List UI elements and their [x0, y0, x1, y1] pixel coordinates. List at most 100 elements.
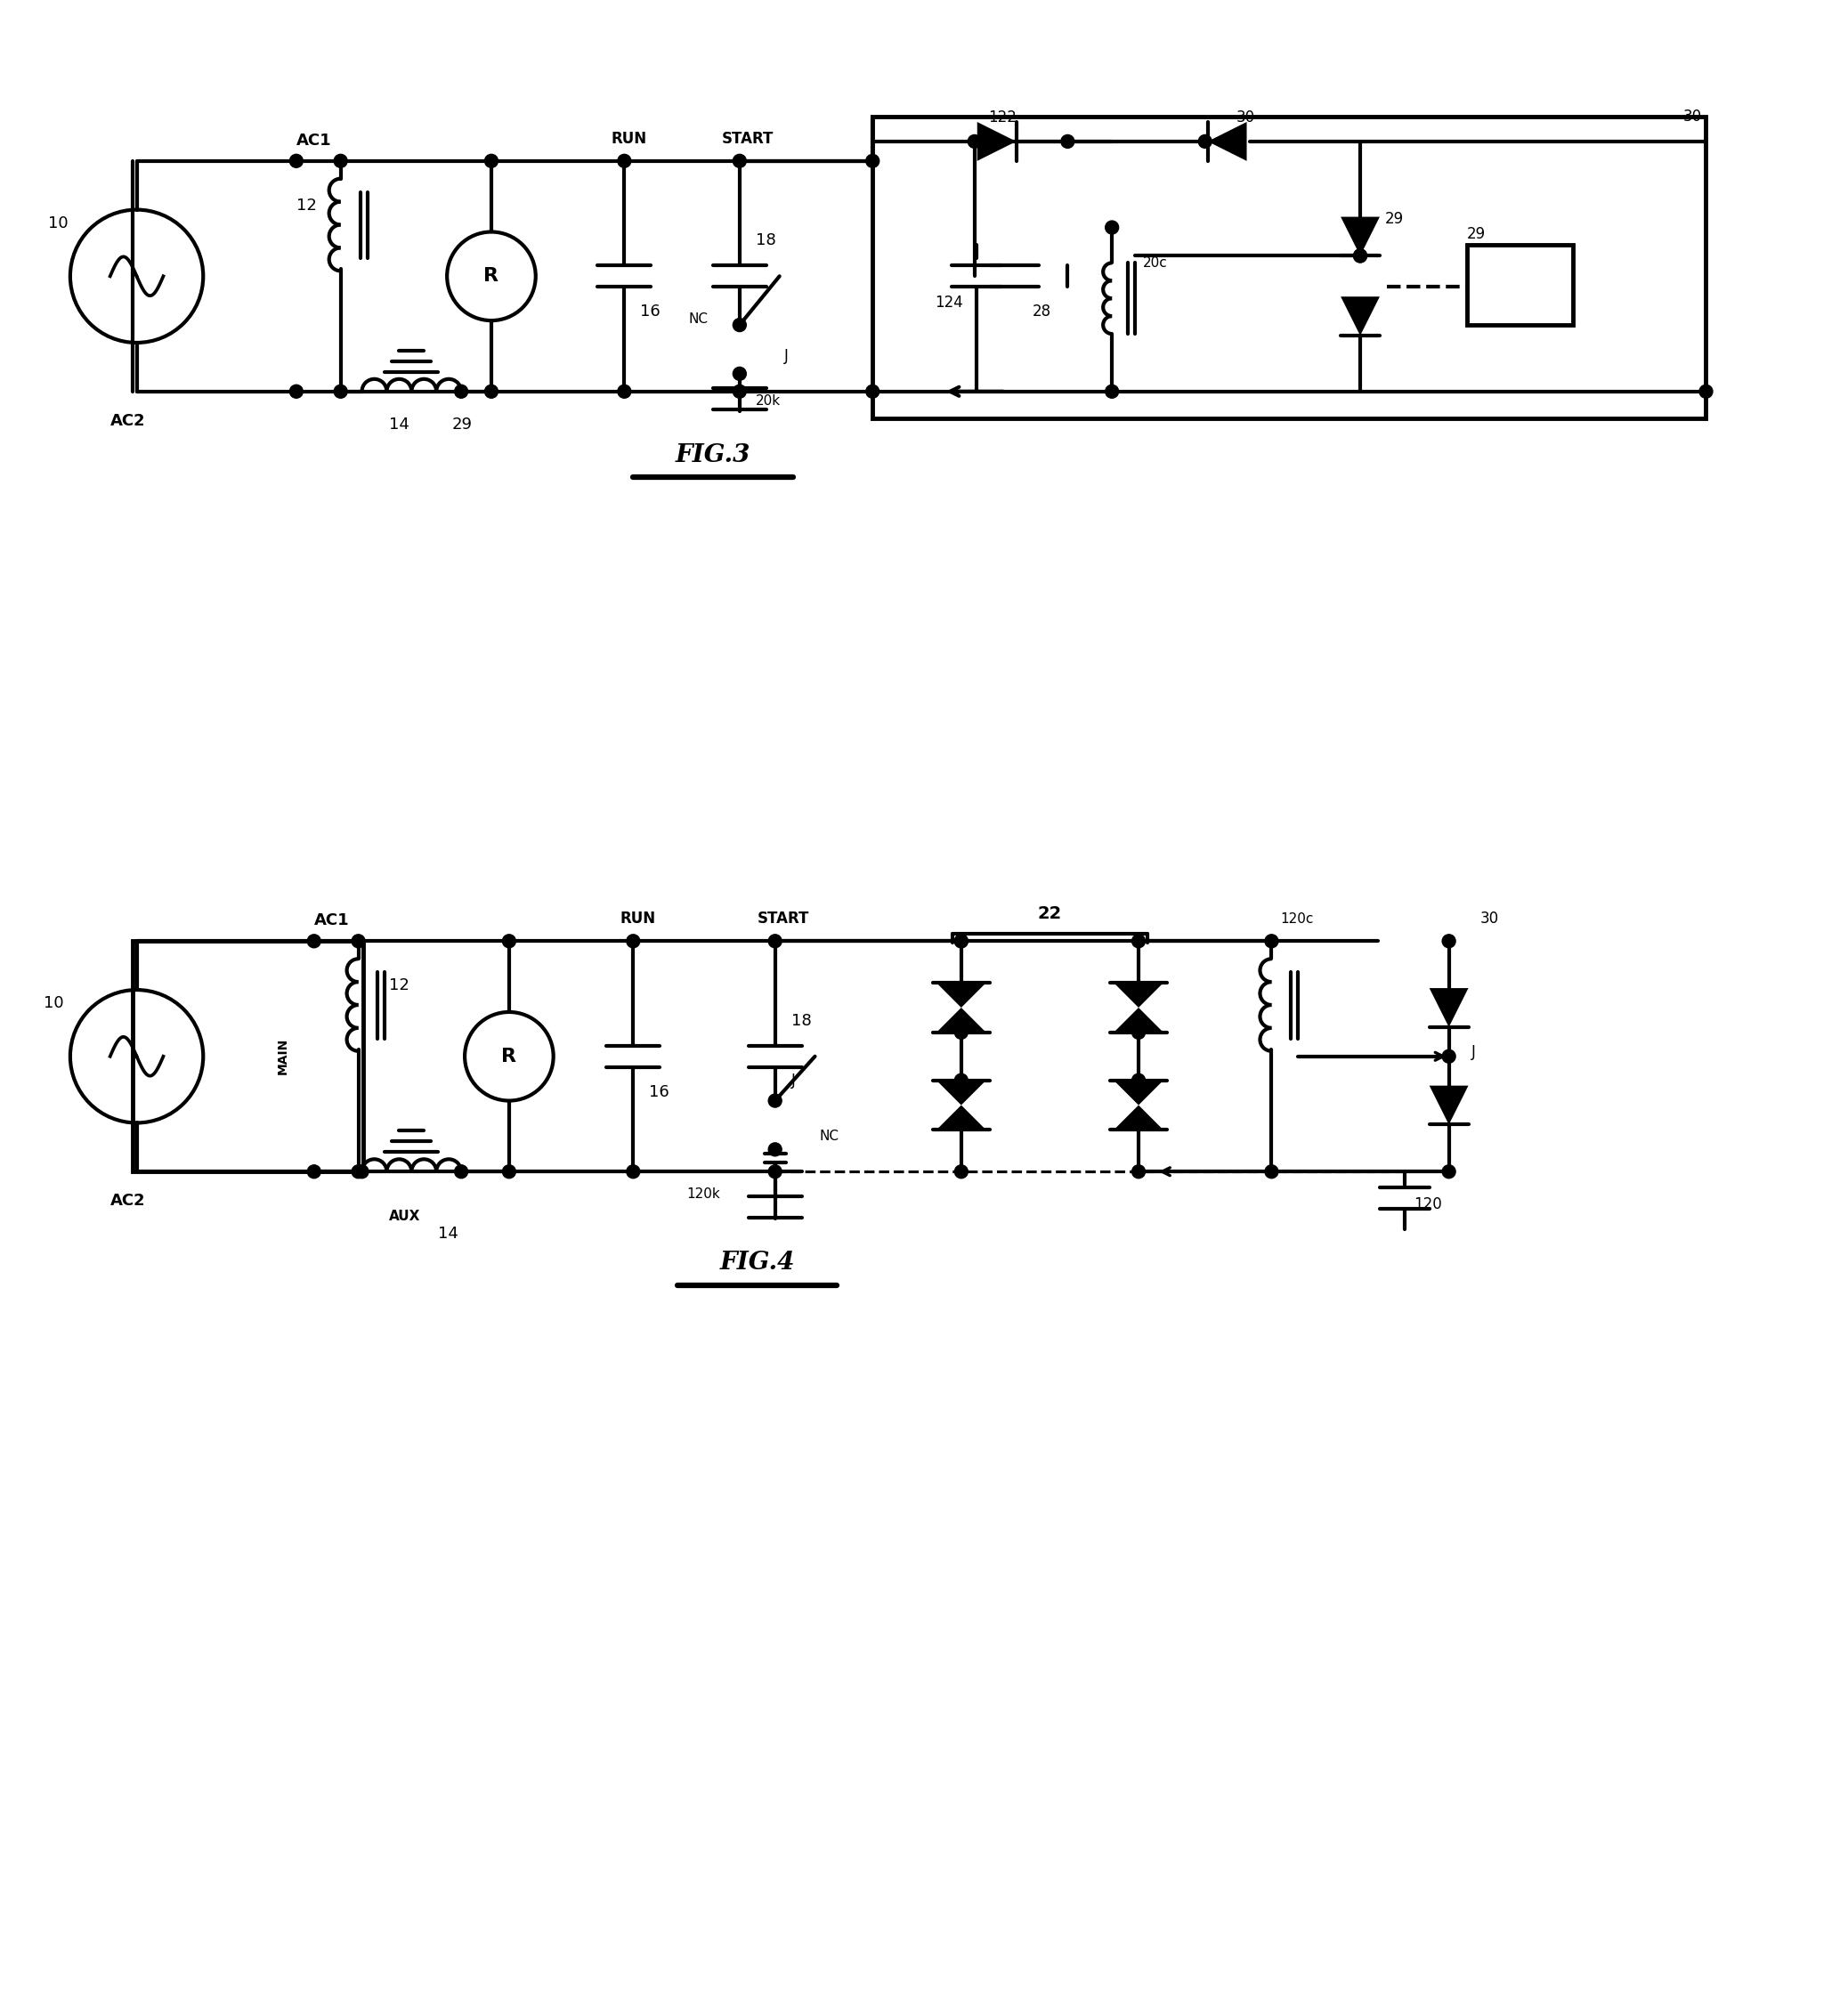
Circle shape: [769, 934, 782, 948]
Text: 30: 30: [1684, 108, 1702, 125]
Circle shape: [626, 1165, 639, 1177]
Text: 16: 16: [639, 303, 660, 319]
Circle shape: [1353, 249, 1368, 263]
Polygon shape: [937, 1009, 987, 1033]
Text: 29: 29: [451, 416, 471, 432]
Text: 18: 18: [791, 1013, 811, 1029]
Circle shape: [455, 386, 468, 398]
Text: 30: 30: [1236, 108, 1255, 125]
Circle shape: [955, 1165, 968, 1177]
Circle shape: [1264, 1165, 1279, 1177]
Circle shape: [734, 155, 747, 167]
Text: RUN: RUN: [612, 131, 647, 147]
Polygon shape: [1114, 1105, 1164, 1129]
Text: 20k: 20k: [756, 394, 780, 408]
Circle shape: [617, 155, 630, 167]
Text: 10: 10: [44, 994, 63, 1011]
Text: 29: 29: [1384, 211, 1404, 227]
Circle shape: [1133, 1073, 1146, 1087]
Text: 18: 18: [756, 233, 776, 249]
Circle shape: [867, 386, 880, 398]
Circle shape: [334, 386, 347, 398]
Text: START: START: [758, 910, 809, 926]
Circle shape: [626, 934, 639, 948]
Text: 124: 124: [935, 295, 963, 311]
Polygon shape: [937, 982, 987, 1009]
Text: 120c: 120c: [1281, 912, 1314, 926]
Circle shape: [734, 368, 747, 380]
Circle shape: [1353, 249, 1368, 263]
Circle shape: [307, 1165, 322, 1177]
Circle shape: [290, 155, 303, 167]
Circle shape: [769, 1095, 782, 1107]
Circle shape: [1133, 1027, 1146, 1039]
Text: NC: NC: [819, 1129, 839, 1143]
Text: 12: 12: [390, 978, 410, 992]
Polygon shape: [978, 123, 1016, 161]
Circle shape: [484, 386, 497, 398]
Text: 14: 14: [438, 1225, 458, 1242]
Polygon shape: [1114, 982, 1164, 1009]
Polygon shape: [1209, 123, 1247, 161]
Circle shape: [955, 934, 968, 948]
Polygon shape: [1429, 1085, 1469, 1125]
Circle shape: [503, 934, 516, 948]
Text: MAIN: MAIN: [277, 1039, 290, 1075]
Text: FIG.3: FIG.3: [675, 444, 750, 468]
Bar: [872, 117, 1706, 418]
Text: J: J: [1471, 1045, 1475, 1061]
Circle shape: [290, 386, 303, 398]
Circle shape: [1700, 386, 1713, 398]
Text: NC: NC: [687, 313, 708, 325]
Circle shape: [617, 386, 630, 398]
Text: START: START: [723, 131, 774, 147]
Polygon shape: [1340, 217, 1380, 255]
Polygon shape: [937, 1081, 987, 1105]
Text: AUX: AUX: [390, 1209, 421, 1223]
Bar: [1467, 245, 1573, 325]
Circle shape: [1133, 1165, 1146, 1177]
Text: RUN: RUN: [619, 910, 656, 926]
Circle shape: [1061, 135, 1074, 149]
Circle shape: [734, 386, 747, 398]
Circle shape: [734, 317, 747, 331]
Circle shape: [334, 155, 347, 167]
Text: FIG.4: FIG.4: [719, 1250, 795, 1274]
Text: 120k: 120k: [686, 1187, 721, 1201]
Circle shape: [1441, 934, 1456, 948]
Text: 122: 122: [989, 108, 1016, 125]
Text: J: J: [791, 1073, 795, 1089]
Circle shape: [351, 1165, 366, 1177]
Text: 16: 16: [649, 1083, 669, 1099]
Circle shape: [1441, 1051, 1456, 1063]
Text: 14: 14: [390, 416, 410, 432]
Circle shape: [484, 155, 497, 167]
Circle shape: [955, 1027, 968, 1039]
Text: 120: 120: [1414, 1197, 1441, 1211]
Circle shape: [455, 1165, 468, 1177]
Text: AC2: AC2: [111, 1193, 146, 1209]
Circle shape: [867, 155, 880, 167]
Circle shape: [769, 1165, 782, 1177]
Circle shape: [1105, 386, 1118, 398]
Polygon shape: [1340, 297, 1380, 336]
Text: R: R: [501, 1047, 517, 1065]
Circle shape: [955, 934, 968, 948]
Text: 30: 30: [1480, 910, 1499, 926]
Circle shape: [1105, 221, 1118, 235]
Circle shape: [968, 135, 981, 149]
Circle shape: [769, 1143, 782, 1155]
Circle shape: [1133, 934, 1146, 948]
Circle shape: [307, 934, 322, 948]
Text: R: R: [484, 267, 499, 285]
Text: AC1: AC1: [296, 133, 331, 149]
Text: J: J: [784, 348, 789, 364]
Polygon shape: [1114, 1081, 1164, 1105]
Polygon shape: [1429, 988, 1469, 1027]
Polygon shape: [1114, 1009, 1164, 1033]
Text: 28: 28: [1033, 303, 1052, 319]
Circle shape: [1198, 135, 1212, 149]
Circle shape: [1441, 1165, 1456, 1177]
Text: 29: 29: [1467, 227, 1486, 243]
Text: AC1: AC1: [314, 912, 349, 928]
